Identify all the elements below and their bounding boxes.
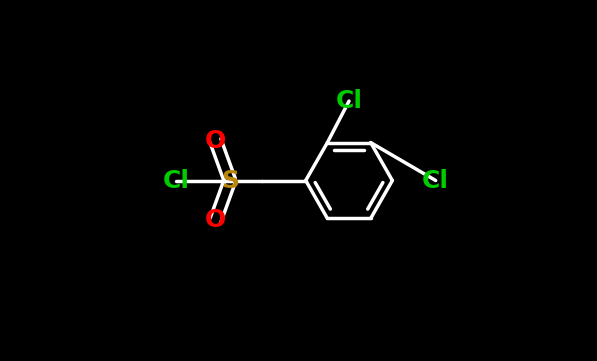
Text: Cl: Cl [422, 169, 449, 192]
Text: Cl: Cl [162, 169, 189, 192]
Text: S: S [221, 169, 239, 192]
Text: Cl: Cl [336, 89, 362, 113]
Text: O: O [205, 129, 226, 153]
Text: O: O [205, 208, 226, 232]
